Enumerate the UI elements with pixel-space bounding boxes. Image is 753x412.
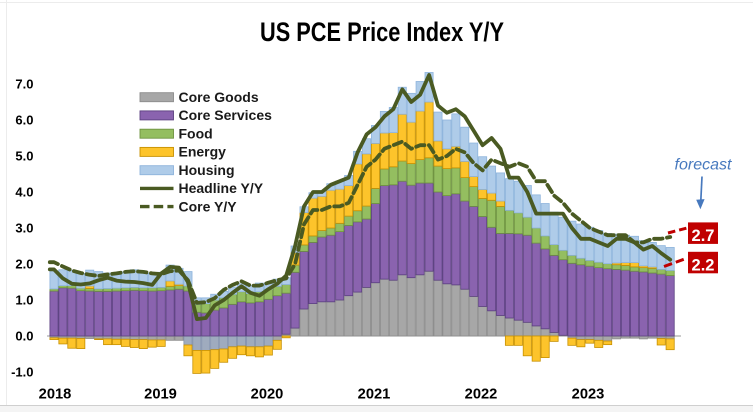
- svg-text:2018: 2018: [39, 387, 72, 403]
- svg-text:2022: 2022: [465, 387, 498, 403]
- svg-text:forecast: forecast: [675, 157, 732, 174]
- svg-text:3.0: 3.0: [15, 221, 33, 236]
- svg-text:2019: 2019: [144, 387, 177, 403]
- svg-text:Food: Food: [179, 126, 213, 142]
- svg-text:1.0: 1.0: [15, 293, 33, 308]
- svg-text:Headline Y/Y: Headline Y/Y: [179, 180, 264, 196]
- svg-text:2021: 2021: [358, 387, 391, 403]
- svg-text:2.0: 2.0: [15, 257, 33, 272]
- svg-text:0.0: 0.0: [15, 329, 33, 344]
- svg-text:5.0: 5.0: [15, 149, 33, 164]
- svg-text:Housing: Housing: [179, 162, 235, 178]
- svg-text:6.0: 6.0: [15, 113, 33, 128]
- svg-text:US PCE Price Index Y/Y: US PCE Price Index Y/Y: [260, 17, 504, 47]
- svg-text:4.0: 4.0: [15, 185, 33, 200]
- svg-text:Core Y/Y: Core Y/Y: [179, 198, 238, 214]
- svg-text:-1.0: -1.0: [11, 365, 33, 380]
- svg-text:7.0: 7.0: [15, 77, 33, 92]
- svg-text:2023: 2023: [572, 387, 605, 403]
- svg-text:Energy: Energy: [179, 144, 227, 160]
- svg-text:Core Goods: Core Goods: [179, 89, 259, 105]
- svg-text:2.2: 2.2: [692, 256, 715, 274]
- svg-text:Core Services: Core Services: [179, 107, 273, 123]
- svg-text:2020: 2020: [251, 387, 284, 403]
- svg-text:2.7: 2.7: [692, 227, 715, 245]
